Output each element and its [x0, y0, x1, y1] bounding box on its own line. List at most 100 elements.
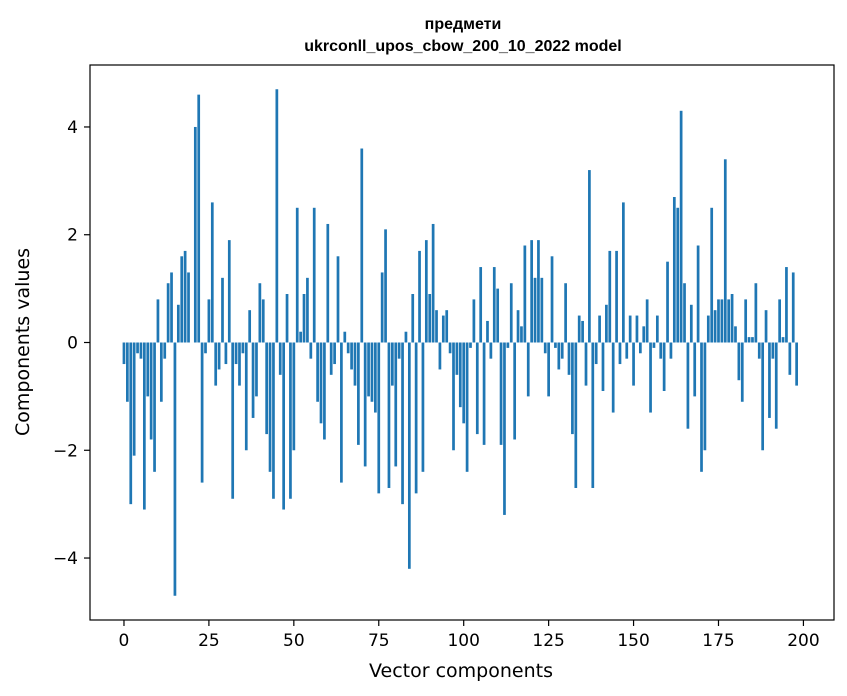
bar	[598, 315, 601, 343]
bar	[689, 304, 693, 343]
bar	[299, 331, 302, 343]
bar	[139, 342, 143, 359]
x-axis-ticks: 0 25 50 75 100 125 150 175 200	[119, 620, 820, 651]
bar	[221, 277, 224, 343]
bar	[438, 342, 442, 370]
bar	[645, 299, 649, 343]
bar	[666, 261, 669, 343]
bar	[265, 342, 269, 435]
bar	[333, 342, 336, 365]
y-axis-label: Components values	[12, 248, 34, 436]
bar	[601, 342, 605, 391]
bar	[170, 272, 173, 343]
bar	[258, 283, 262, 343]
bar	[533, 277, 537, 343]
bar	[710, 207, 714, 343]
y-tick-label: 2	[67, 226, 78, 246]
bar	[540, 277, 544, 343]
chart-subtitle: ukrconll_upos_cbow_200_10_2022 model	[304, 38, 621, 55]
bar	[713, 310, 717, 343]
bar	[441, 315, 445, 343]
bar	[380, 272, 384, 343]
bar	[686, 342, 690, 429]
bar	[275, 89, 279, 343]
bar	[764, 310, 768, 343]
x-tick-label: 0	[119, 631, 130, 651]
bar	[557, 342, 561, 370]
bar	[543, 342, 547, 354]
bar	[706, 315, 710, 343]
bar	[747, 337, 751, 343]
bar	[615, 250, 618, 343]
bar	[659, 342, 663, 359]
bar	[781, 337, 785, 343]
bar	[506, 342, 510, 348]
bar	[509, 283, 513, 343]
bar	[241, 342, 245, 354]
bar	[588, 170, 591, 343]
bar	[605, 304, 608, 343]
x-tick-label: 150	[617, 631, 649, 651]
bar	[520, 326, 523, 343]
bar	[142, 342, 146, 510]
bar	[730, 294, 734, 343]
bar	[390, 342, 394, 386]
bar	[431, 223, 435, 343]
bar	[312, 207, 316, 343]
bar	[679, 110, 683, 343]
bar	[360, 148, 364, 343]
bar	[377, 342, 381, 494]
bar	[591, 342, 595, 488]
bar	[489, 342, 493, 359]
bar	[751, 337, 754, 343]
bar	[788, 342, 792, 375]
bar	[272, 342, 275, 499]
bar	[214, 342, 218, 386]
bar	[554, 342, 557, 348]
bar	[217, 342, 221, 370]
bar	[452, 342, 455, 451]
bar	[720, 299, 724, 343]
bar	[414, 342, 418, 494]
bar	[292, 342, 296, 451]
bar	[248, 310, 252, 343]
bar	[302, 294, 306, 343]
bar	[774, 342, 778, 429]
bar	[744, 299, 748, 343]
bar	[618, 342, 622, 365]
x-tick-label: 75	[368, 631, 390, 651]
bar	[513, 342, 517, 440]
bar	[255, 342, 258, 397]
bar	[642, 326, 646, 343]
bar	[149, 342, 153, 440]
bar	[289, 342, 292, 499]
bar	[785, 267, 788, 343]
bar	[622, 202, 625, 343]
bar	[560, 342, 564, 359]
bar	[428, 294, 432, 343]
bar	[238, 342, 241, 386]
bar	[486, 320, 489, 343]
bar	[455, 342, 459, 375]
x-axis-label: Vector components	[369, 660, 553, 682]
bar	[285, 294, 289, 343]
bar	[146, 342, 150, 397]
bar	[795, 342, 798, 386]
bar	[693, 342, 697, 397]
bar	[475, 342, 479, 435]
bar	[421, 342, 425, 472]
bar	[374, 342, 377, 413]
bars-group	[122, 89, 798, 596]
bar	[537, 240, 540, 343]
bar	[768, 342, 771, 418]
bar	[717, 299, 720, 343]
bar	[401, 342, 404, 505]
bar	[295, 207, 299, 343]
plot-frame	[89, 64, 835, 621]
bar	[159, 342, 163, 402]
bar	[407, 342, 411, 569]
bar	[696, 245, 700, 343]
bar	[136, 342, 139, 354]
bar	[496, 288, 500, 343]
